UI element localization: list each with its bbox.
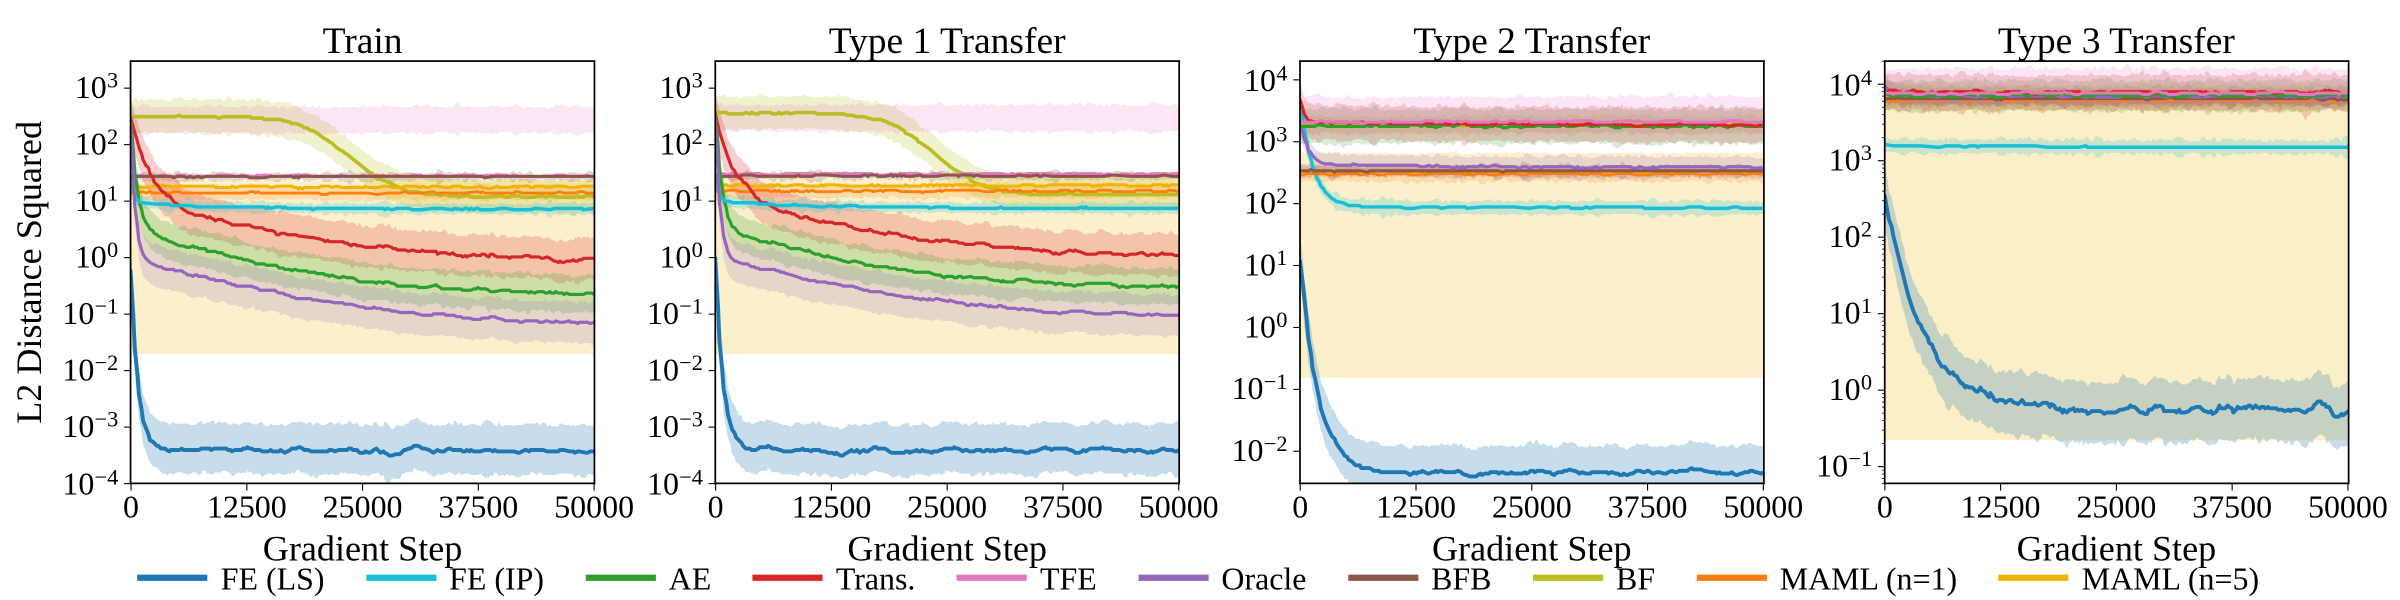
svg-text:1 0 2: 1 0 2 bbox=[1244, 183, 1287, 220]
svg-text:12500: 12500 bbox=[1961, 490, 2041, 525]
svg-text:1 0 0: 1 0 0 bbox=[659, 237, 702, 274]
svg-text:50000: 50000 bbox=[554, 490, 634, 525]
svg-text:Type 3 Transfer: Type 3 Transfer bbox=[1998, 21, 2235, 62]
svg-text:37500: 37500 bbox=[438, 490, 518, 525]
svg-text:0: 0 bbox=[708, 490, 724, 525]
svg-text:37500: 37500 bbox=[2192, 490, 2272, 525]
svg-text:12500: 12500 bbox=[791, 490, 871, 525]
svg-text:1 0 1: 1 0 1 bbox=[1244, 245, 1287, 282]
svg-text:12500: 12500 bbox=[207, 490, 287, 525]
svg-text:50000: 50000 bbox=[1723, 490, 1803, 525]
svg-text:1 0 4: 1 0 4 bbox=[1244, 61, 1287, 98]
svg-text:1 0 2: 1 0 2 bbox=[659, 124, 702, 161]
svg-text:Type 2 Transfer: Type 2 Transfer bbox=[1413, 21, 1650, 62]
svg-text:1 0 3: 1 0 3 bbox=[1244, 121, 1287, 158]
svg-text:MAML (n=1): MAML (n=1) bbox=[1780, 562, 1957, 597]
svg-text:FE (LS): FE (LS) bbox=[221, 562, 325, 597]
svg-text:Oracle: Oracle bbox=[1221, 562, 1306, 597]
svg-text:1 0 2: 1 0 2 bbox=[75, 124, 118, 161]
svg-text:AE: AE bbox=[669, 562, 712, 597]
svg-text:TFE: TFE bbox=[1040, 562, 1097, 597]
svg-text:BF: BF bbox=[1616, 562, 1655, 597]
svg-text:Train: Train bbox=[323, 21, 403, 62]
svg-text:1 0 2: 1 0 2 bbox=[1829, 217, 1872, 254]
svg-text:25000: 25000 bbox=[907, 490, 987, 525]
svg-text:1 0 3: 1 0 3 bbox=[75, 68, 118, 105]
svg-text:12500: 12500 bbox=[1376, 490, 1456, 525]
svg-text:1 0 0: 1 0 0 bbox=[1829, 370, 1872, 407]
svg-text:FE (IP): FE (IP) bbox=[449, 562, 544, 597]
svg-text:25000: 25000 bbox=[1492, 490, 1572, 525]
svg-text:0: 0 bbox=[1292, 490, 1308, 525]
svg-text:1 0 1: 1 0 1 bbox=[659, 181, 702, 218]
svg-text:0: 0 bbox=[123, 490, 139, 525]
svg-text:25000: 25000 bbox=[323, 490, 403, 525]
svg-text:37500: 37500 bbox=[1023, 490, 1103, 525]
svg-text:BFB: BFB bbox=[1431, 562, 1491, 597]
svg-text:25000: 25000 bbox=[2076, 490, 2156, 525]
svg-text:1 0 1: 1 0 1 bbox=[1829, 293, 1872, 330]
svg-text:50000: 50000 bbox=[1139, 490, 1219, 525]
svg-text:1 0 3: 1 0 3 bbox=[1829, 140, 1872, 177]
svg-text:1 0 3: 1 0 3 bbox=[659, 68, 702, 105]
svg-text:MAML (n=5): MAML (n=5) bbox=[2082, 562, 2259, 597]
svg-text:L2 Distance Squared: L2 Distance Squared bbox=[9, 121, 49, 424]
svg-text:1 0 0: 1 0 0 bbox=[75, 237, 118, 274]
svg-text:1 0 1: 1 0 1 bbox=[75, 181, 118, 218]
svg-text:50000: 50000 bbox=[2308, 490, 2388, 525]
svg-text:1 0 4: 1 0 4 bbox=[1829, 65, 1872, 102]
svg-text:Trans.: Trans. bbox=[836, 562, 916, 597]
svg-text:1 0 0: 1 0 0 bbox=[1244, 307, 1287, 344]
svg-text:Type 1 Transfer: Type 1 Transfer bbox=[829, 21, 1066, 62]
svg-text:0: 0 bbox=[1877, 490, 1893, 525]
svg-text:37500: 37500 bbox=[1608, 490, 1688, 525]
